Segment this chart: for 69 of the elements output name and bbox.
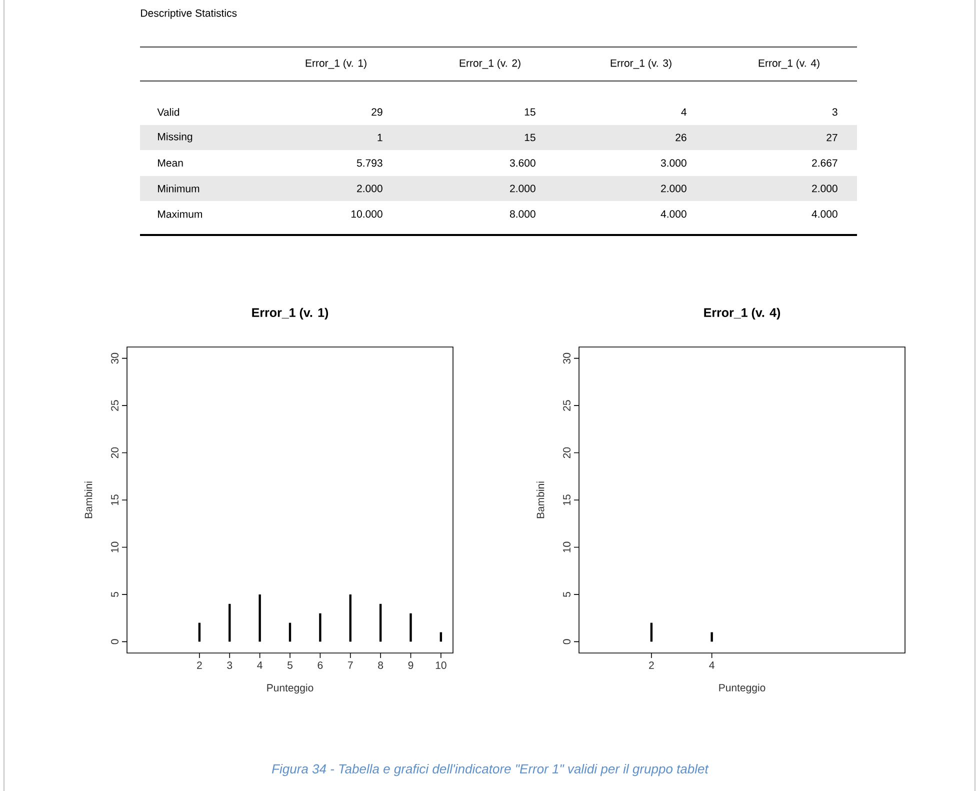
y-tick-label: 0: [563, 639, 570, 644]
y-axis-title: Bambini: [536, 482, 544, 518]
category-label: Valid: [157, 108, 180, 116]
bar: [319, 613, 322, 642]
text: 3.600: [510, 159, 536, 167]
text: 4.000: [660, 210, 686, 218]
text: 10.000: [351, 210, 382, 218]
x-axis-title: Punteggio: [267, 684, 314, 694]
text: 2.667: [812, 159, 838, 167]
x-tick-label: 2: [197, 662, 202, 669]
bar: [410, 613, 412, 642]
text: 3: [832, 108, 838, 116]
y-tick-label: 25: [563, 400, 570, 411]
text: 4.000: [812, 210, 838, 218]
text: Descriptive Statistics: [141, 9, 237, 19]
y-tick-label: 20: [563, 447, 570, 458]
y-tick-label: 0: [111, 639, 118, 644]
x-tick-label: 6: [318, 662, 323, 669]
y-tick-label: 15: [111, 494, 118, 506]
y-tick-label: 25: [111, 400, 118, 411]
y-tick-label: 20: [111, 447, 118, 458]
bar: [349, 594, 352, 642]
category-label: Error_1 (v. 1): [306, 59, 366, 69]
x-tick-label: 5: [288, 662, 292, 669]
bar: [258, 594, 261, 642]
x-tick-label: 9: [408, 662, 414, 669]
category-label: Minimum: [158, 184, 200, 192]
y-tick-label: 30: [563, 352, 570, 364]
x-tick-label: 2: [649, 662, 654, 669]
bar: [440, 632, 442, 642]
text: 4: [681, 108, 686, 116]
x-tick-label: 7: [348, 662, 353, 669]
text: 2.000: [812, 184, 838, 192]
category-label: Error_1 (v. 4): [758, 59, 820, 69]
category-label: Error_1 (v. 3): [610, 59, 672, 69]
bar: [379, 604, 382, 642]
category-label: Error_1 (v. 2): [460, 59, 520, 69]
text: 2.000: [661, 184, 686, 192]
y-tick-label: 5: [111, 592, 118, 597]
y-tick-label: 10: [563, 542, 570, 552]
chart-title: Error_1 (v. 1): [252, 308, 328, 320]
text: 3.000: [660, 159, 686, 167]
x-tick-label: 8: [378, 662, 384, 669]
text: 2.000: [357, 184, 382, 192]
x-tick-label: 10: [436, 662, 446, 669]
category-label: Missing: [158, 132, 192, 142]
text: 26: [676, 134, 686, 142]
text: 27: [826, 134, 838, 142]
chart-title: Error_1 (v. 4): [704, 308, 780, 320]
text: 5.793: [356, 159, 382, 167]
text: 2.000: [510, 184, 536, 192]
bar: [228, 604, 231, 642]
y-tick-label: 5: [563, 592, 570, 597]
text: 15: [524, 134, 536, 142]
y-tick-label: 30: [111, 352, 118, 364]
text: Figura 34 - Tabella e grafici dell'indicatore "Error 1" validi per il gruppo tablet: [272, 764, 709, 776]
text: 15: [524, 108, 536, 116]
text: 29: [372, 108, 382, 116]
x-tick-label: 4: [257, 662, 262, 669]
y-tick-label: 15: [563, 494, 570, 506]
x-tick-label: 3: [227, 662, 232, 669]
text: 8.000: [510, 210, 536, 218]
text: 1: [378, 134, 382, 142]
y-axis-title: Bambini: [84, 482, 92, 518]
y-tick-label: 10: [111, 542, 118, 552]
category-label: Mean: [158, 159, 183, 167]
x-tick-label: 4: [709, 662, 714, 669]
category-label: Maximum: [158, 210, 202, 218]
x-axis-title: Punteggio: [719, 684, 766, 694]
